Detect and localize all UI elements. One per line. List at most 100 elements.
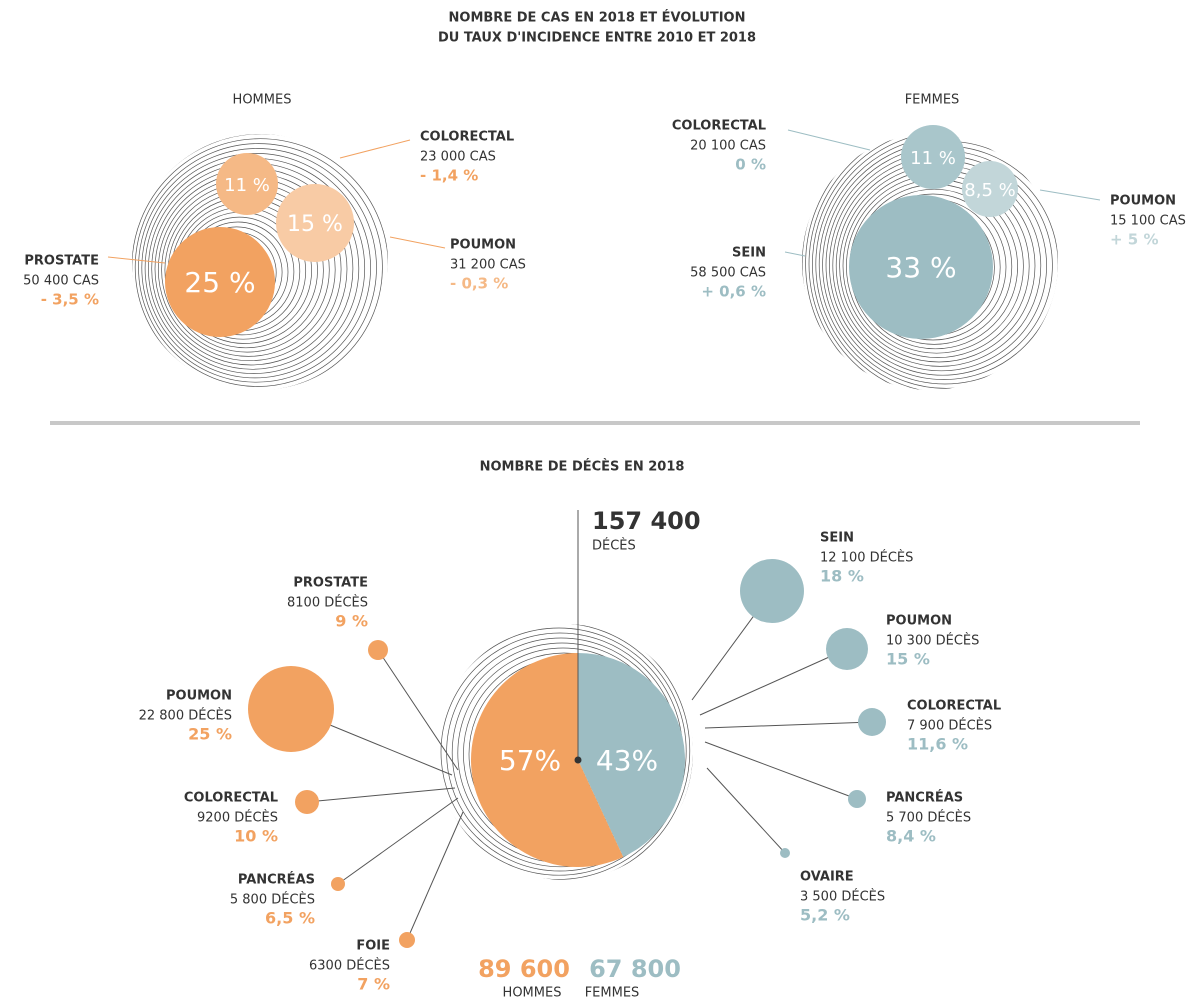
connector xyxy=(1039,189,1101,201)
bubble xyxy=(248,666,334,752)
label: SEIN xyxy=(732,246,766,261)
label: 10 % xyxy=(234,827,278,846)
connector xyxy=(704,741,858,800)
label: 12 100 DÉCÈS xyxy=(820,550,913,566)
connector xyxy=(784,251,806,257)
center-dot xyxy=(574,756,582,764)
label: SEIN xyxy=(820,531,854,546)
connector xyxy=(787,129,871,151)
bubble xyxy=(399,932,415,948)
label: 22 800 DÉCÈS xyxy=(139,708,232,724)
title: NOMBRE DE CAS EN 2018 ET ÉVOLUTION xyxy=(449,10,746,26)
connector xyxy=(339,139,411,159)
label: 15 100 CAS xyxy=(1110,214,1186,229)
section-label: FEMMES xyxy=(905,93,960,108)
total: 89 600 xyxy=(478,955,570,983)
label: + 5 % xyxy=(1110,231,1158,249)
label: PROSTATE xyxy=(293,576,368,591)
label: 6,5 % xyxy=(265,909,315,928)
bubble xyxy=(331,877,345,891)
label: PANCRÉAS xyxy=(238,872,315,888)
title: DU TAUX D'INCIDENCE ENTRE 2010 ET 2018 xyxy=(438,31,756,46)
bubble xyxy=(901,125,965,189)
share: 11 % xyxy=(224,175,270,196)
hatch-line xyxy=(437,624,687,880)
bubble xyxy=(276,184,354,262)
hatch-line xyxy=(802,134,1058,390)
label: 18 % xyxy=(820,567,864,586)
label: COLORECTAL xyxy=(907,699,1001,714)
bubble xyxy=(962,161,1018,217)
hatch-line xyxy=(132,138,388,390)
connector xyxy=(706,767,786,854)
label: 8100 DÉCÈS xyxy=(287,595,368,611)
connector xyxy=(389,236,446,249)
label: 20 100 CAS xyxy=(690,139,766,154)
bubble xyxy=(858,708,886,736)
label: PANCRÉAS xyxy=(886,790,963,806)
connector xyxy=(699,648,848,716)
bubble xyxy=(216,153,278,215)
hatch-line xyxy=(808,134,1058,390)
label: COLORECTAL xyxy=(672,119,766,134)
bubble xyxy=(165,227,275,337)
bubble xyxy=(848,790,866,808)
hatch-line xyxy=(805,134,1058,390)
label: DÉCÈS xyxy=(592,538,636,554)
label: POUMON xyxy=(166,689,232,704)
hatch-line xyxy=(141,153,371,383)
label: - 0,3 % xyxy=(450,275,508,293)
label: 3 500 DÉCÈS xyxy=(800,889,885,905)
hatch-line xyxy=(138,148,377,387)
bubble xyxy=(295,790,319,814)
bubble xyxy=(826,628,868,670)
label: - 1,4 % xyxy=(420,167,478,185)
share: 33 % xyxy=(885,251,956,284)
label: 6300 DÉCÈS xyxy=(309,958,390,974)
hatch-line xyxy=(437,624,691,880)
share: 43% xyxy=(596,744,658,777)
share: 8,5 % xyxy=(964,180,1015,201)
total: 157 400 xyxy=(592,507,701,535)
label: 5 800 DÉCÈS xyxy=(230,892,315,908)
hatch-line xyxy=(815,134,1058,390)
label: 5,2 % xyxy=(800,906,850,925)
bubble xyxy=(368,640,388,660)
label: 25 % xyxy=(188,725,232,744)
total: 67 800 xyxy=(589,955,681,983)
label: FEMMES xyxy=(585,986,640,1000)
label: 23 000 CAS xyxy=(420,150,496,165)
label: POUMON xyxy=(1110,194,1176,209)
share: 15 % xyxy=(287,212,343,237)
share: 57% xyxy=(499,744,561,777)
label: 8,4 % xyxy=(886,827,936,846)
label: PROSTATE xyxy=(24,254,99,269)
label: 0 % xyxy=(735,156,766,174)
hatch-line xyxy=(812,134,1058,390)
label: 7 % xyxy=(357,975,390,994)
label: FOIE xyxy=(356,939,390,954)
bubble xyxy=(780,848,790,858)
label: POUMON xyxy=(450,238,516,253)
connector xyxy=(306,787,456,803)
label: COLORECTAL xyxy=(420,130,514,145)
connector xyxy=(406,811,464,941)
label: 9 % xyxy=(335,612,368,631)
label: 58 500 CAS xyxy=(690,266,766,281)
label: POUMON xyxy=(886,614,952,629)
label: - 3,5 % xyxy=(41,291,99,309)
label: 50 400 CAS xyxy=(23,274,99,289)
label: 5 700 DÉCÈS xyxy=(886,810,971,826)
share: 11 % xyxy=(910,148,956,169)
share: 25 % xyxy=(184,266,255,299)
pie-slice xyxy=(470,653,624,867)
connector xyxy=(377,649,459,771)
hatch-line xyxy=(134,143,383,390)
bubble xyxy=(849,195,993,339)
label: 10 300 DÉCÈS xyxy=(886,633,979,649)
label: OVAIRE xyxy=(800,870,854,885)
connector xyxy=(107,256,166,264)
label: + 0,6 % xyxy=(701,283,766,301)
bubble xyxy=(740,559,804,623)
